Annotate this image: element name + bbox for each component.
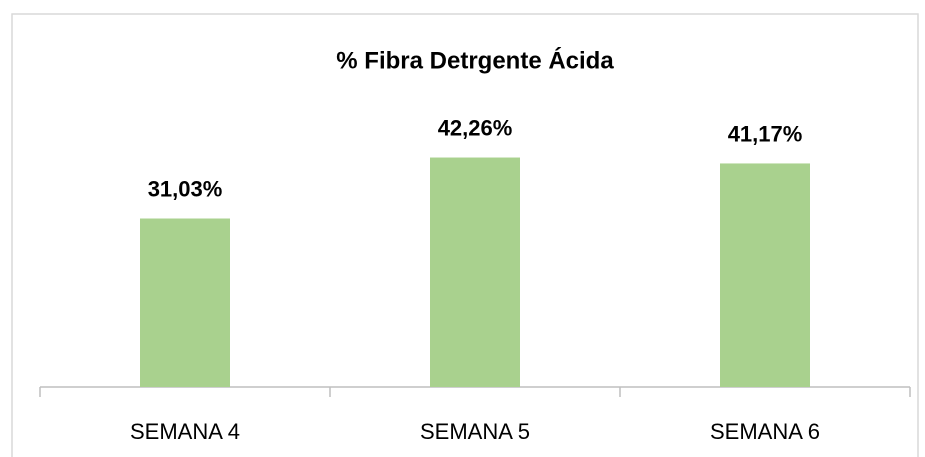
x-tick-label: SEMANA 5 — [420, 419, 530, 444]
data-label: 31,03% — [148, 176, 223, 201]
bar — [140, 218, 230, 387]
bar — [430, 157, 520, 387]
chart-title: % Fibra Detrgente Ácida — [336, 46, 614, 74]
data-label: 42,26% — [438, 115, 513, 140]
bar — [720, 163, 810, 387]
x-tick-label: SEMANA 4 — [130, 419, 240, 444]
data-label: 41,17% — [728, 121, 803, 146]
x-tick-label: SEMANA 6 — [710, 419, 820, 444]
